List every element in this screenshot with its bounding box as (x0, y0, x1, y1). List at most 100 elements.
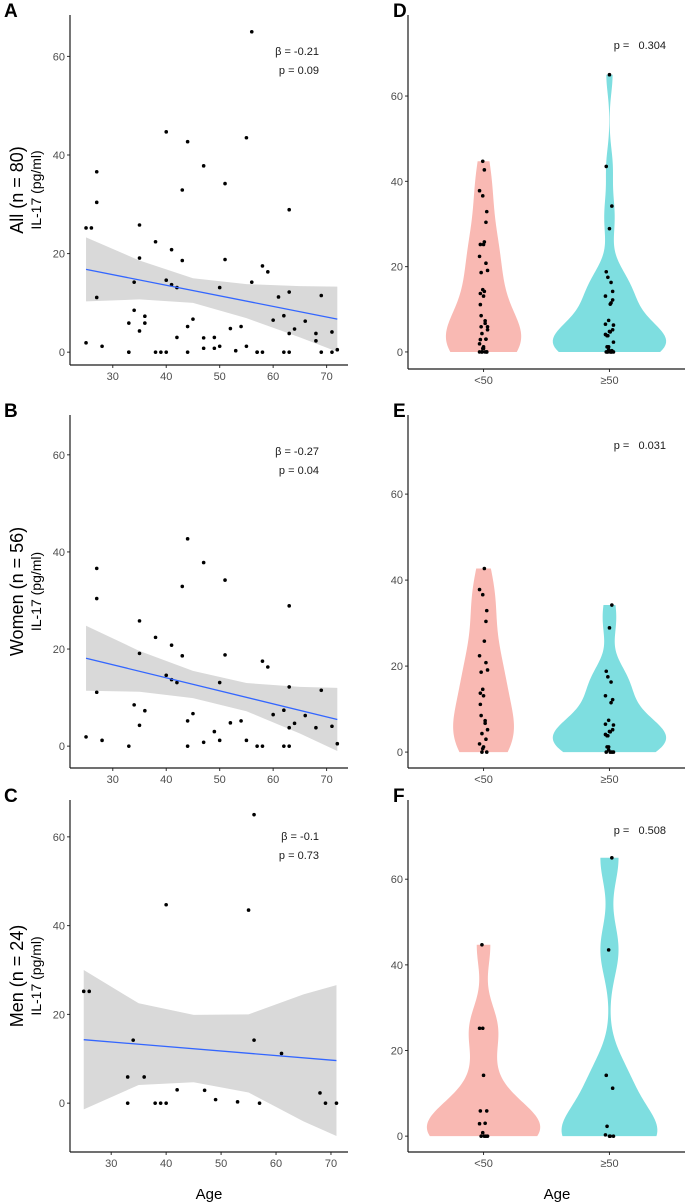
data-point (132, 280, 136, 284)
data-point (282, 744, 286, 748)
data-point (201, 164, 206, 168)
y-tick-label: 0 (397, 347, 403, 359)
x-tick-label: 30 (107, 371, 119, 383)
data-point (314, 339, 318, 343)
data-point (323, 1101, 328, 1105)
x-tick-label: <50 (474, 774, 493, 786)
data-point (485, 324, 490, 329)
data-point (608, 302, 613, 306)
data-point (233, 348, 238, 353)
data-point (606, 275, 610, 280)
data-point (159, 350, 163, 354)
data-point (605, 745, 609, 749)
data-point (217, 285, 222, 290)
data-point (479, 713, 483, 718)
data-point (164, 1101, 168, 1105)
data-point (228, 326, 233, 331)
x-tick-label: 30 (105, 1158, 117, 1170)
data-point (252, 1038, 256, 1042)
data-point (483, 718, 487, 723)
y-tick-label: 20 (391, 661, 403, 673)
data-point (100, 738, 104, 743)
data-point (478, 702, 483, 707)
data-point (143, 314, 147, 318)
data-point (482, 289, 487, 294)
data-point (485, 1134, 490, 1138)
data-point (482, 1134, 487, 1138)
data-point (164, 278, 169, 283)
data-point (94, 596, 99, 601)
p-value-annotation: p = 0.508 (614, 825, 666, 837)
data-point (479, 313, 483, 318)
panel-c: C 30 40 50 60 70 Men (n = 24) IL-17 (pg/ml) β = … (4, 786, 348, 1170)
data-point (480, 159, 485, 164)
data-point (180, 188, 185, 192)
x-tick-label: 40 (160, 774, 172, 786)
data-point (282, 350, 286, 354)
data-point (478, 1109, 483, 1113)
x-tick-label: 40 (160, 1158, 172, 1170)
y-tick-label: 40 (391, 960, 403, 972)
data-point (314, 331, 318, 336)
data-point (94, 566, 99, 571)
data-point (603, 1133, 608, 1137)
data-point (610, 1086, 615, 1090)
data-point (137, 223, 142, 227)
data-point (319, 350, 324, 354)
data-point (143, 708, 147, 713)
violin-ge50 (561, 857, 658, 1137)
data-point (276, 295, 281, 299)
data-point (480, 1130, 485, 1135)
data-point (287, 207, 291, 212)
data-point (94, 200, 99, 205)
data-point (479, 270, 483, 275)
data-point (153, 239, 158, 244)
data-point (94, 690, 99, 695)
data-point (164, 130, 169, 134)
data-point (201, 560, 206, 565)
y-tick-label: 60 (391, 874, 403, 886)
data-point (604, 269, 609, 274)
data-point (158, 1101, 163, 1105)
data-point (303, 713, 308, 718)
data-point (608, 730, 613, 734)
data-point (132, 703, 136, 707)
y-tick-label: 20 (53, 1009, 65, 1021)
data-point (223, 578, 227, 582)
p-value-annotation: p = 0.73 (279, 850, 319, 862)
data-point (185, 537, 190, 541)
data-point (608, 330, 613, 334)
data-point (260, 264, 265, 268)
data-point (479, 324, 483, 329)
panel-f: F <50 ≥50 p = 0.508 0 20 40 60 (391, 786, 685, 1170)
y-tick-label: 20 (391, 1046, 403, 1058)
data-point (223, 257, 227, 262)
data-point (246, 908, 251, 912)
data-point (477, 653, 482, 658)
x-tick-label: 60 (267, 371, 279, 383)
data-point (479, 1134, 483, 1138)
y-tick-label: 40 (391, 176, 403, 188)
data-point (484, 261, 488, 266)
y-tick-label: 20 (391, 262, 403, 274)
data-point (201, 336, 206, 340)
data-point (608, 1134, 613, 1138)
panel-e: E <50 ≥50 p = 0.031 0 20 40 60 (391, 401, 685, 786)
panel-letter: F (393, 786, 405, 807)
x-tick-label: 50 (215, 1158, 227, 1170)
data-point (330, 724, 334, 729)
data-point (84, 341, 88, 345)
data-point (478, 691, 483, 695)
data-point (484, 1109, 489, 1113)
data-point (607, 226, 612, 231)
data-point (478, 291, 483, 296)
data-point (610, 289, 615, 294)
violin-ge50 (552, 74, 667, 352)
data-point (257, 1101, 262, 1105)
data-point (252, 812, 256, 817)
data-point (607, 72, 612, 77)
x-tick-label: 50 (214, 371, 226, 383)
data-point (185, 324, 190, 329)
data-point (292, 327, 297, 331)
data-point (137, 329, 142, 333)
